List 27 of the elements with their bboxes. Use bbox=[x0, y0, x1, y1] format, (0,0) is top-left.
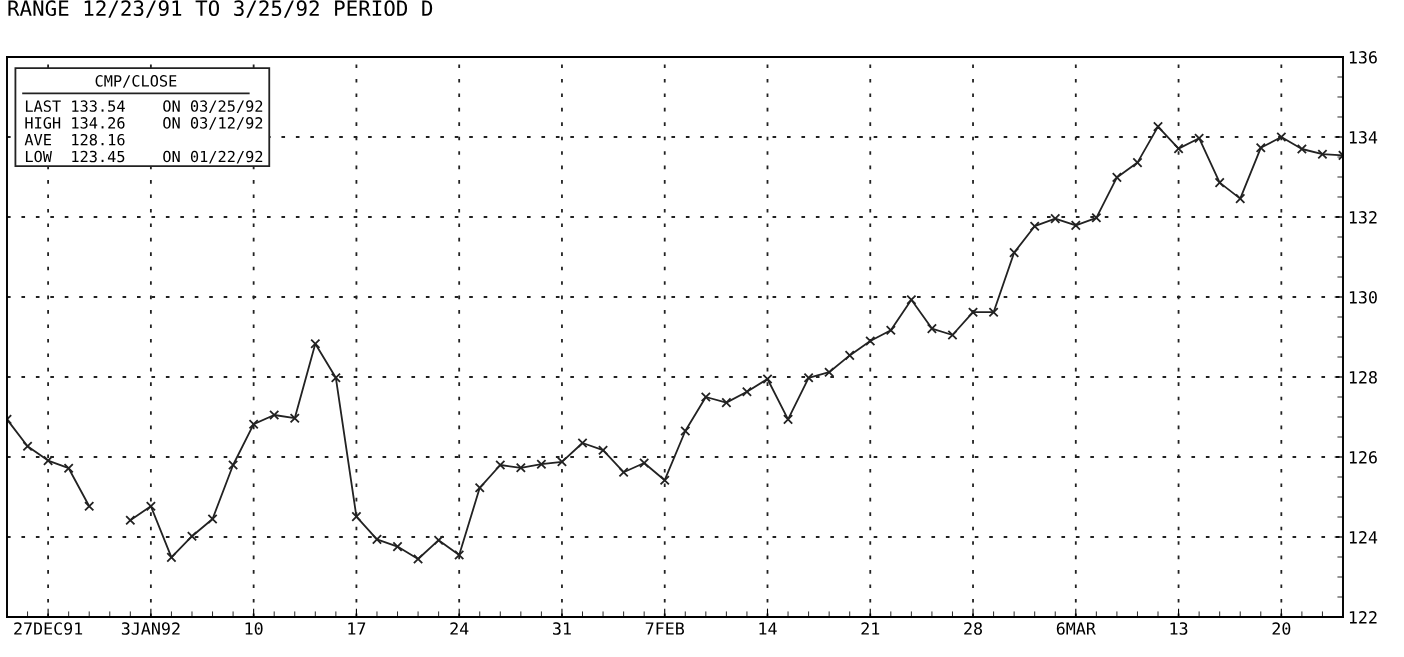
y-tick-label: 136 bbox=[1349, 51, 1377, 64]
chart-title: RANGE 12/23/91 TO 3/25/92 PERIOD D bbox=[8, 0, 433, 18]
x-tick-label: 28 bbox=[964, 622, 982, 635]
annotation: HIGH 134.26 ON 03/12/92 bbox=[25, 117, 263, 130]
y-tick-label: 122 bbox=[1349, 611, 1377, 624]
x-tick-label: 31 bbox=[553, 622, 571, 635]
y-tick-label: 124 bbox=[1349, 531, 1378, 544]
x-tick-label: 3JAN92 bbox=[121, 622, 180, 635]
annotation: AVE 128.16 bbox=[24, 133, 125, 146]
x-tick-label: 20 bbox=[1272, 622, 1291, 635]
x-tick-label: 21 bbox=[861, 622, 880, 635]
x-tick-label: 24 bbox=[450, 622, 469, 635]
x-tick-label: 14 bbox=[759, 622, 777, 635]
x-tick-label: 13 bbox=[1170, 622, 1188, 635]
y-tick-label: 134 bbox=[1349, 131, 1378, 144]
annotation: LOW 123.45 ON 01/22/92 bbox=[25, 150, 263, 164]
x-tick-label: 27DEC91 bbox=[14, 622, 83, 635]
y-tick-label: 132 bbox=[1349, 211, 1377, 224]
x-tick-label: 6MAR bbox=[1056, 622, 1096, 635]
x-tick-label: 10 bbox=[245, 622, 263, 635]
annotation: CMP/CLOSE bbox=[95, 75, 177, 88]
annotation: LAST 133.54 ON 03/25/92 bbox=[25, 100, 263, 114]
y-tick-label: 130 bbox=[1349, 291, 1377, 304]
y-tick-label: 126 bbox=[1349, 451, 1377, 464]
x-tick-label: 17 bbox=[348, 622, 366, 635]
x-tick-label: 7FEB bbox=[645, 622, 685, 635]
y-tick-label: 128 bbox=[1349, 371, 1377, 384]
